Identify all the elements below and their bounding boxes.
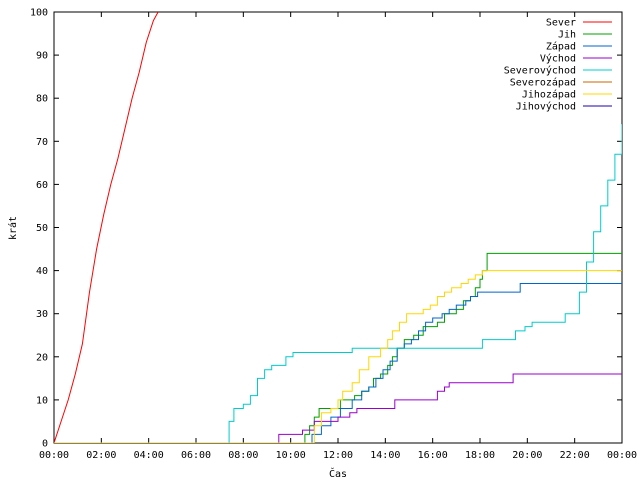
series-line-jihozapad xyxy=(54,270,622,443)
axis-ticks: 0 10 20 30 40 50 60 70 80 90 100 00:00 02:00 04:00 06:… xyxy=(30,8,637,462)
y-tick-label: 70 xyxy=(36,137,48,148)
y-tick-label: 40 xyxy=(36,266,48,277)
x-tick-label: 00:00 xyxy=(607,450,637,461)
legend-label: Jihovýchod xyxy=(516,101,576,113)
x-tick-label: 06:00 xyxy=(181,450,211,461)
series-line-sever xyxy=(54,12,159,443)
y-tick-label: 90 xyxy=(36,51,48,62)
x-tick-label: 22:00 xyxy=(560,450,590,461)
x-tick-label: 04:00 xyxy=(134,450,164,461)
y-tick-label: 60 xyxy=(36,180,48,191)
legend-label: Západ xyxy=(546,41,576,53)
legend-label: Severovýchod xyxy=(504,65,576,77)
legend-label: Jih xyxy=(558,30,576,41)
y-axis-label: krát xyxy=(7,216,19,240)
y-tick-label: 20 xyxy=(36,352,48,363)
series-layer xyxy=(54,12,622,443)
y-tick-label: 30 xyxy=(36,309,48,320)
series-line-jih xyxy=(54,252,622,443)
series-line-vychod xyxy=(54,373,622,443)
x-tick-label: 08:00 xyxy=(228,450,258,461)
series-line-zapad xyxy=(54,283,622,443)
legend-label: Severozápad xyxy=(510,77,576,89)
legend: SeverJihZápadVýchodSeverovýchodSeverozáp… xyxy=(504,18,612,113)
x-tick-label: 12:00 xyxy=(323,450,353,461)
x-tick-label: 18:00 xyxy=(465,450,495,461)
x-tick-label: 00:00 xyxy=(39,450,69,461)
legend-label: Jihozápad xyxy=(522,89,576,101)
x-tick-label: 02:00 xyxy=(86,450,116,461)
y-tick-label: 10 xyxy=(36,395,48,406)
x-tick-label: 16:00 xyxy=(418,450,448,461)
y-tick-label: 100 xyxy=(30,8,48,19)
series-line-severovychod xyxy=(54,124,622,443)
x-axis-label: Čas xyxy=(329,467,347,480)
legend-label: Sever xyxy=(546,18,576,29)
y-tick-label: 0 xyxy=(42,439,48,450)
legend-label: Východ xyxy=(540,53,576,65)
y-tick-label: 50 xyxy=(36,223,48,234)
x-tick-label: 14:00 xyxy=(370,450,400,461)
y-tick-label: 80 xyxy=(36,94,48,105)
x-tick-label: 20:00 xyxy=(512,450,542,461)
x-tick-label: 10:00 xyxy=(276,450,306,461)
